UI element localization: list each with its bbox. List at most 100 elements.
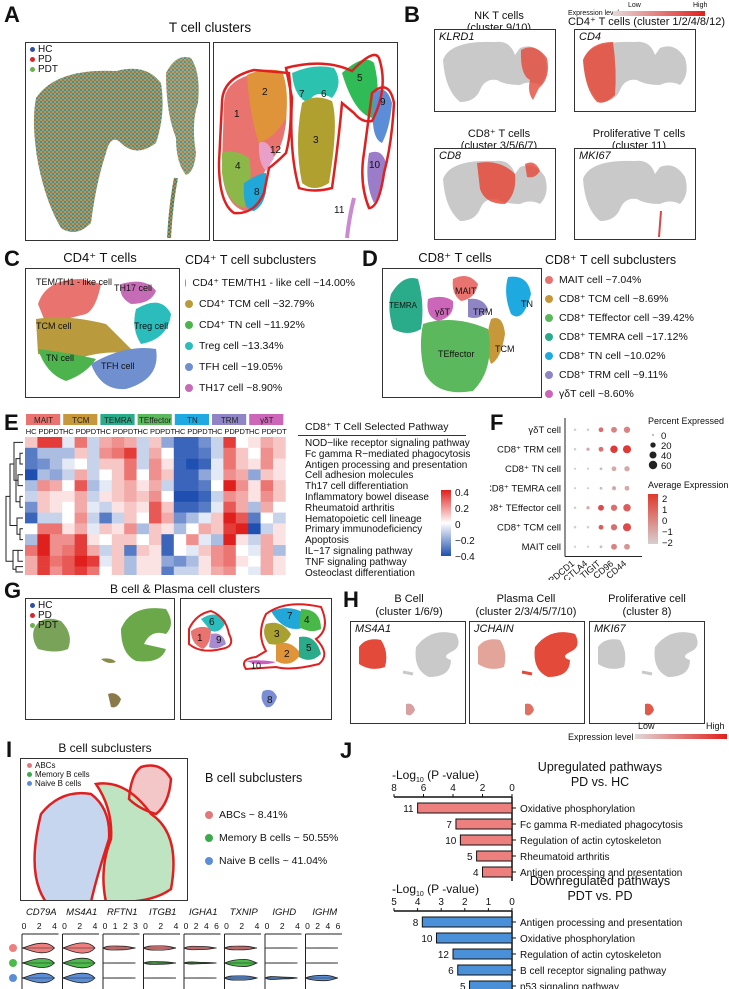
dot (611, 543, 617, 550)
heatmap-cell (37, 437, 51, 449)
heatmap-cell (74, 491, 88, 503)
legend-item: MAIT cell ~7.04% (545, 270, 729, 289)
heatmap-cell (273, 555, 286, 567)
heatmap-cell (62, 512, 75, 524)
heatmap-cell (74, 534, 88, 546)
heatmap-cell (87, 469, 100, 481)
heatmap-cell (211, 534, 224, 546)
heatmap-cell (62, 555, 75, 567)
legend-list: ABCs ~ 8.41% Memory B cells ~ 50.55% Naive… (205, 803, 365, 872)
cluster-label-10: 10 (369, 160, 381, 171)
legend-title: Expression level (568, 10, 619, 17)
legend-low: Low (628, 2, 641, 9)
dot (586, 447, 590, 451)
heatmap-cell (223, 534, 237, 546)
heatmap-cell (260, 534, 274, 546)
heatmap-cell (136, 555, 150, 567)
legend-text: CD8⁺ TRM cell ~9.11% (559, 368, 668, 381)
heatmap-cell (235, 534, 249, 546)
violin-tick-label: 2 (37, 921, 42, 931)
label-tfh: TFH cell (101, 361, 135, 371)
heatmap-cell (260, 566, 274, 575)
panel-label-j: J (340, 738, 353, 763)
violin-gene-label: RFTN1 (107, 907, 138, 918)
legend-title: Expression level (568, 732, 634, 742)
heatmap-cell (186, 523, 199, 535)
heatmap-col-label: PDT (49, 427, 64, 436)
cluster-label-1: 1 (234, 109, 240, 120)
legend-high: High (693, 2, 708, 9)
group-marker (9, 974, 17, 982)
heatmap-cell (198, 491, 212, 503)
label-trm: TRM (473, 307, 493, 317)
heatmap-cell (223, 480, 237, 492)
violin-tick-label: 2 (158, 921, 163, 931)
violin-tick-label: 0 (224, 921, 229, 931)
color-legend-label: 2 (662, 494, 667, 505)
heatmap-cell (111, 512, 125, 524)
heatmap-col-label: PD (38, 427, 49, 436)
heatmap-cell (25, 447, 38, 459)
violin-gene-label: IGHA1 (189, 907, 218, 918)
heatmap-row-label: IL−17 signaling pathway (305, 546, 413, 557)
heatmap-cell (235, 555, 249, 567)
heatmap-title-underline (298, 435, 466, 436)
heatmap-cell (136, 512, 150, 524)
featureplot-mki67: MKI67 (574, 148, 696, 240)
umap-b-subclusters: ABCs Memory B cells Naive B cells (20, 758, 188, 901)
heatmap-cell (173, 491, 187, 503)
featureplot-ms4a1: MS4A1 (350, 621, 466, 724)
bar-count-label: 10 (445, 836, 457, 847)
legend-text: CD8⁺ TEffector cell ~39.42% (559, 311, 695, 324)
violin-tick-label: 0 (103, 921, 108, 931)
legend-hc: HC (30, 45, 58, 55)
heatmap-group-header (137, 414, 172, 425)
violin-tick-label: 2 (239, 921, 244, 931)
legend-swatch (205, 856, 213, 865)
heatmap-cell (161, 501, 175, 513)
heatmap-cell (62, 491, 75, 503)
heatmap-cell (136, 437, 150, 449)
legend-swatch (185, 383, 193, 392)
heatmap-cell (273, 523, 286, 535)
heatmap-cell (198, 437, 212, 449)
heatmap-cell (186, 501, 199, 513)
legend-text: MAIT cell ~7.04% (559, 273, 642, 286)
panel-label-i: I (6, 737, 13, 762)
dotplot-checkpoint-genes: γδT cell CD8⁺ TRM cell CD8⁺ TN cell CD8⁺ TE… (490, 416, 728, 580)
heatmap-group-header (100, 414, 135, 425)
heatmap-cell (248, 545, 261, 557)
cluster-label-3: 3 (274, 629, 280, 640)
heatmap-group-label: γδT (260, 416, 273, 425)
heatmap-cell (211, 566, 224, 575)
panel-d-title: CD8⁺ T cells (418, 250, 492, 265)
colorbar-tick: 0 (455, 520, 461, 531)
heatmap-col-label: HC (212, 427, 223, 436)
heatmap-cell (124, 480, 137, 492)
heatmap-cell (161, 512, 175, 524)
bar (455, 818, 513, 830)
heatmap-cell (87, 458, 100, 470)
label-teffector: TEffector (438, 349, 475, 359)
heatmap-cell (173, 555, 187, 567)
heatmap-cell (260, 469, 274, 481)
heatmap-cell (87, 545, 100, 557)
heatmap-cell (173, 534, 187, 546)
gene-label-mki67: MKI67 (579, 150, 611, 162)
heatmap-cell (99, 458, 113, 470)
heatmap-cell (99, 545, 113, 557)
heatmap-cell (124, 545, 137, 557)
color-legend-bar (648, 494, 658, 544)
bar-category-label: Oxidative phosphorylation (520, 934, 635, 945)
dot (573, 447, 577, 451)
cluster-label-4: 4 (304, 615, 310, 626)
heatmap-cell (235, 523, 249, 535)
panel-b-expression-legend: Expression level Low High (568, 2, 728, 18)
heatmap-cell (49, 555, 63, 567)
panel-c-legend: CD4⁺ T cell subclusters CD4⁺ TEM/TH1 - l… (185, 252, 355, 398)
heatmap-cell (260, 480, 274, 492)
heatmap-cell (223, 566, 237, 575)
heatmap-cell (87, 447, 100, 459)
heatmap-cell (136, 458, 150, 470)
legend-text: CD4⁺ TN cell ~11.92% (199, 318, 305, 331)
